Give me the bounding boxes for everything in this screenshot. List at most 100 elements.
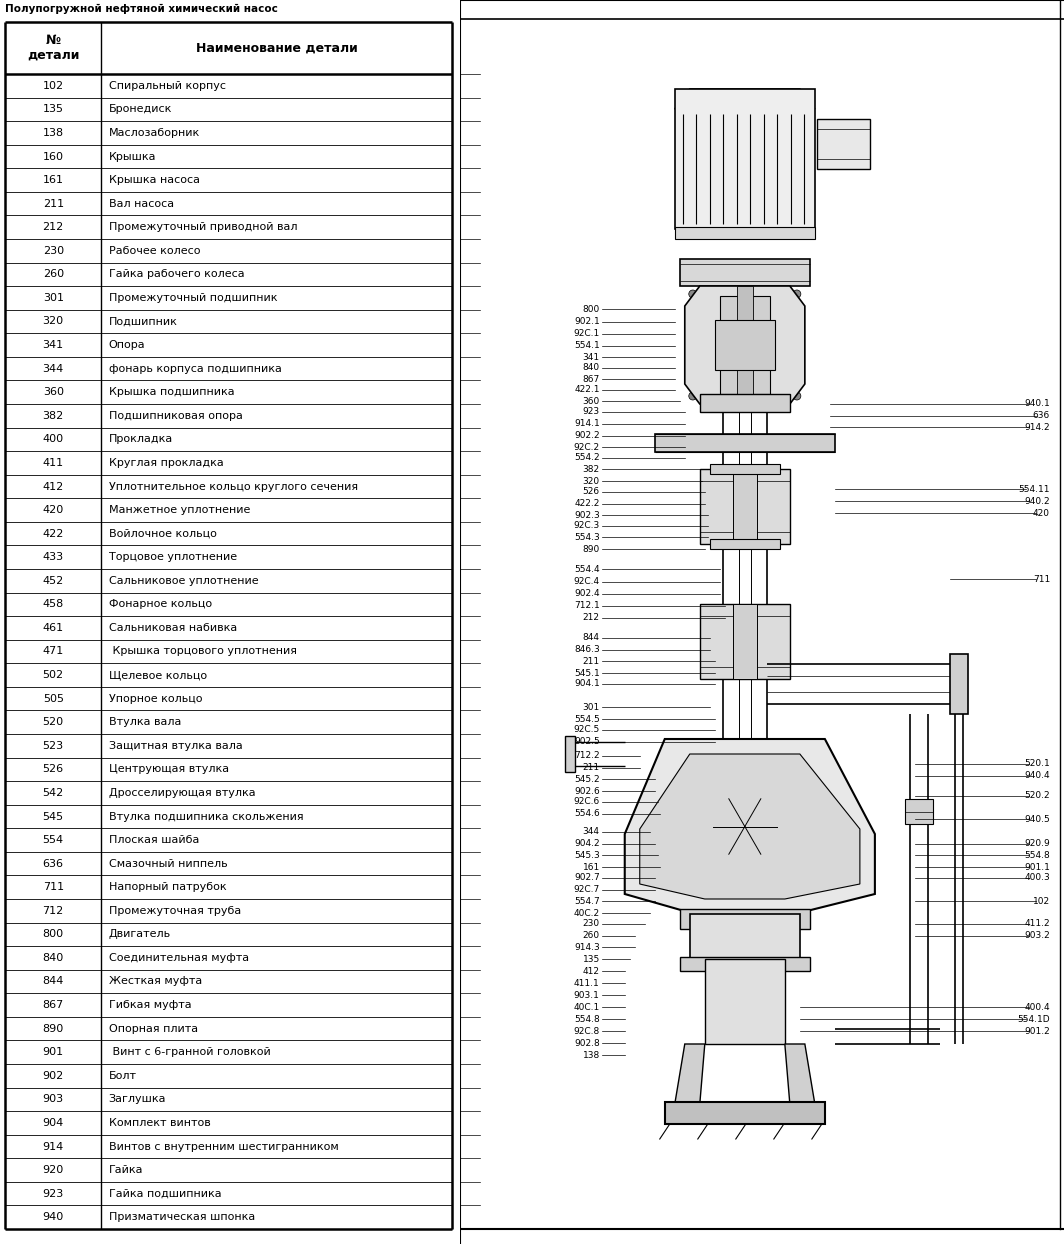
Text: 711: 711 — [43, 882, 64, 892]
Text: 554.1D: 554.1D — [1017, 1015, 1050, 1024]
Text: 360: 360 — [582, 397, 600, 406]
Text: 554.8: 554.8 — [1025, 851, 1050, 860]
Text: Опорная плита: Опорная плита — [109, 1024, 198, 1034]
Text: 554.8: 554.8 — [573, 1015, 600, 1024]
Text: 422.1: 422.1 — [575, 386, 600, 394]
Text: Гайка подшипника: Гайка подшипника — [109, 1189, 221, 1199]
Bar — [700, 469, 789, 544]
Text: Уплотнительное кольцо круглого сечения: Уплотнительное кольцо круглого сечения — [109, 481, 358, 491]
Text: Наименование детали: Наименование детали — [196, 41, 358, 55]
Text: Крышка насоса: Крышка насоса — [109, 175, 200, 185]
Text: 545.2: 545.2 — [575, 775, 600, 784]
Text: 230: 230 — [43, 246, 64, 256]
Text: Соединительная муфта: Соединительная муфта — [109, 953, 249, 963]
Text: 161: 161 — [582, 862, 600, 872]
Text: 526: 526 — [583, 488, 600, 496]
Bar — [680, 259, 810, 286]
Text: 902.3: 902.3 — [573, 510, 600, 520]
Text: 914.3: 914.3 — [573, 943, 600, 952]
Text: Маслозаборник: Маслозаборник — [109, 128, 200, 138]
Bar — [710, 464, 780, 474]
Text: 92C.2: 92C.2 — [573, 443, 600, 452]
Text: 260: 260 — [583, 932, 600, 940]
Text: 520: 520 — [43, 718, 64, 728]
Text: 92C.1: 92C.1 — [573, 330, 600, 338]
Text: Подшипниковая опора: Подшипниковая опора — [109, 411, 243, 420]
Text: Фонарное кольцо: Фонарное кольцо — [109, 600, 212, 610]
Text: 903: 903 — [43, 1095, 64, 1105]
Bar — [680, 957, 810, 972]
Text: 940.2: 940.2 — [1025, 496, 1050, 505]
Text: Винт с 6-гранной головкой: Винт с 6-гранной головкой — [109, 1047, 270, 1057]
Text: 920.9: 920.9 — [1025, 840, 1050, 848]
Text: 138: 138 — [582, 1050, 600, 1060]
Text: Втулка вала: Втулка вала — [109, 718, 181, 728]
Text: 526: 526 — [43, 764, 64, 774]
Text: 901.2: 901.2 — [1025, 1026, 1050, 1035]
Circle shape — [704, 786, 785, 867]
Text: 902: 902 — [43, 1071, 64, 1081]
Text: 301: 301 — [43, 292, 64, 304]
Text: 902.8: 902.8 — [573, 1039, 600, 1047]
Text: 344: 344 — [43, 363, 64, 373]
Text: 636: 636 — [43, 858, 64, 868]
Text: 523: 523 — [43, 740, 64, 751]
Text: 890: 890 — [582, 545, 600, 554]
Text: 844: 844 — [583, 633, 600, 642]
Text: Крышка торцового уплотнения: Крышка торцового уплотнения — [109, 647, 297, 657]
Text: Напорный патрубок: Напорный патрубок — [109, 882, 227, 892]
Text: 400: 400 — [43, 434, 64, 444]
Text: 914.2: 914.2 — [1025, 423, 1050, 432]
Text: 902.7: 902.7 — [573, 873, 600, 882]
Text: 903.2: 903.2 — [1025, 932, 1050, 940]
Text: Двигатель: Двигатель — [109, 929, 170, 939]
Text: 40C.2: 40C.2 — [573, 908, 600, 918]
Text: 902.2: 902.2 — [575, 432, 600, 440]
Text: 914: 914 — [43, 1142, 64, 1152]
Text: Винтов с внутренним шестигранником: Винтов с внутренним шестигранником — [109, 1142, 338, 1152]
Text: 904.1: 904.1 — [573, 679, 600, 688]
Text: 846.3: 846.3 — [573, 646, 600, 654]
Text: Дросселирующая втулка: Дросселирующая втулка — [109, 787, 255, 797]
Text: 458: 458 — [43, 600, 64, 610]
Text: Вал насоса: Вал насоса — [109, 199, 173, 209]
Polygon shape — [675, 90, 815, 109]
Text: 92C.5: 92C.5 — [573, 725, 600, 734]
Circle shape — [761, 341, 769, 350]
Text: 800: 800 — [43, 929, 64, 939]
Text: 554.6: 554.6 — [573, 810, 600, 819]
Text: 260: 260 — [43, 270, 64, 280]
Text: 904.2: 904.2 — [575, 840, 600, 848]
Circle shape — [793, 290, 801, 299]
Text: Заглушка: Заглушка — [109, 1095, 166, 1105]
Text: 412: 412 — [583, 967, 600, 975]
Text: 712: 712 — [43, 906, 64, 916]
Text: 412: 412 — [43, 481, 64, 491]
Text: Сальниковое уплотнение: Сальниковое уплотнение — [109, 576, 259, 586]
Text: 502: 502 — [43, 671, 64, 680]
Text: Жесткая муфта: Жесткая муфта — [109, 977, 202, 986]
Text: 135: 135 — [582, 954, 600, 964]
Circle shape — [688, 392, 697, 401]
Circle shape — [751, 341, 759, 350]
Bar — [904, 799, 933, 824]
Text: №
детали: № детали — [27, 35, 80, 61]
Text: 471: 471 — [43, 647, 64, 657]
Text: 903.1: 903.1 — [573, 990, 600, 999]
Text: 800: 800 — [582, 305, 600, 313]
Text: 901.1: 901.1 — [1025, 862, 1050, 872]
Text: 923: 923 — [43, 1189, 64, 1199]
Polygon shape — [785, 1044, 815, 1103]
Text: Болт: Болт — [109, 1071, 136, 1081]
Text: 160: 160 — [43, 152, 64, 162]
Text: 545.1: 545.1 — [573, 668, 600, 678]
Text: 520.1: 520.1 — [1025, 760, 1050, 769]
Text: 712.2: 712.2 — [575, 751, 600, 760]
Bar — [704, 959, 785, 1044]
Bar — [665, 1102, 825, 1125]
Bar — [700, 605, 789, 679]
Text: 411.1: 411.1 — [573, 979, 600, 988]
Bar — [720, 296, 770, 394]
Text: 400.3: 400.3 — [1025, 873, 1050, 882]
Circle shape — [793, 392, 801, 401]
